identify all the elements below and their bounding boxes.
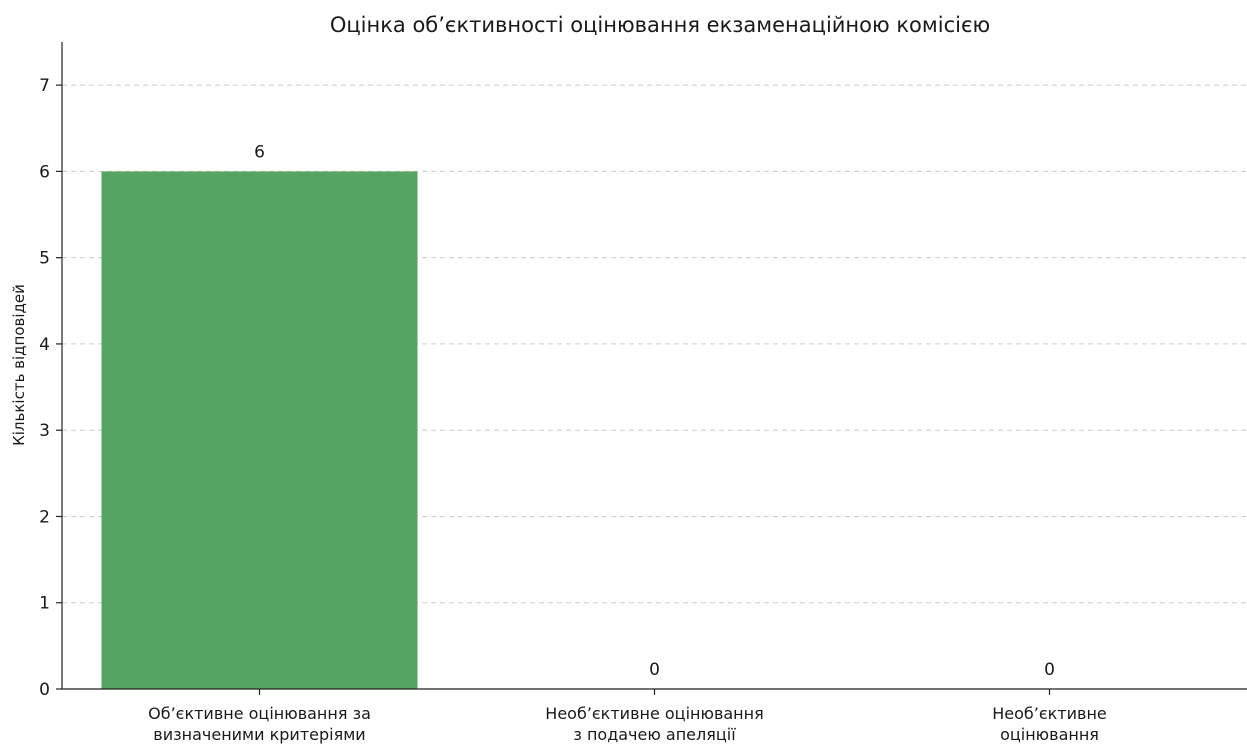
x-tick-label-line: Необ’єктивне <box>992 704 1107 723</box>
y-tick-label: 6 <box>39 162 50 182</box>
labels: 0 1 2 3 4 5 6 7 6 Об’єктивне оцінювання за визначе… <box>39 76 1107 744</box>
y-tick-label: 4 <box>39 335 50 355</box>
y-tick-label: 3 <box>39 421 50 441</box>
x-tick-label-line: оцінювання <box>1000 725 1099 744</box>
x-tick-label-line: з подачею апеляції <box>573 725 736 744</box>
x-tick-label: Необ’єктивне оцінювання <box>992 704 1107 744</box>
bar-value-label: 0 <box>649 660 660 680</box>
bar <box>101 171 418 689</box>
y-tick-label: 0 <box>39 680 50 700</box>
chart-title: Оцінка об’єктивності оцінювання екзамена… <box>330 13 990 37</box>
bars <box>101 171 418 689</box>
bar-value-label: 0 <box>1044 660 1055 680</box>
x-tick-label-line: визначеними критеріями <box>153 725 365 744</box>
y-tick-label: 1 <box>39 594 50 614</box>
bar-value-label: 6 <box>254 142 265 162</box>
y-tick-label: 7 <box>39 76 50 96</box>
y-tick-label: 2 <box>39 507 50 527</box>
y-axis-title: Кількість відповідей <box>10 284 28 446</box>
y-tick-label: 5 <box>39 249 50 269</box>
x-tick-label-line: Необ’єктивне оцінювання <box>545 704 763 723</box>
x-tick-label: Об’єктивне оцінювання за визначеними крит… <box>148 704 371 744</box>
x-tick-label-line: Об’єктивне оцінювання за <box>148 704 371 723</box>
axes <box>56 42 1247 695</box>
x-tick-label: Необ’єктивне оцінювання з подачею апеляці… <box>545 704 763 744</box>
